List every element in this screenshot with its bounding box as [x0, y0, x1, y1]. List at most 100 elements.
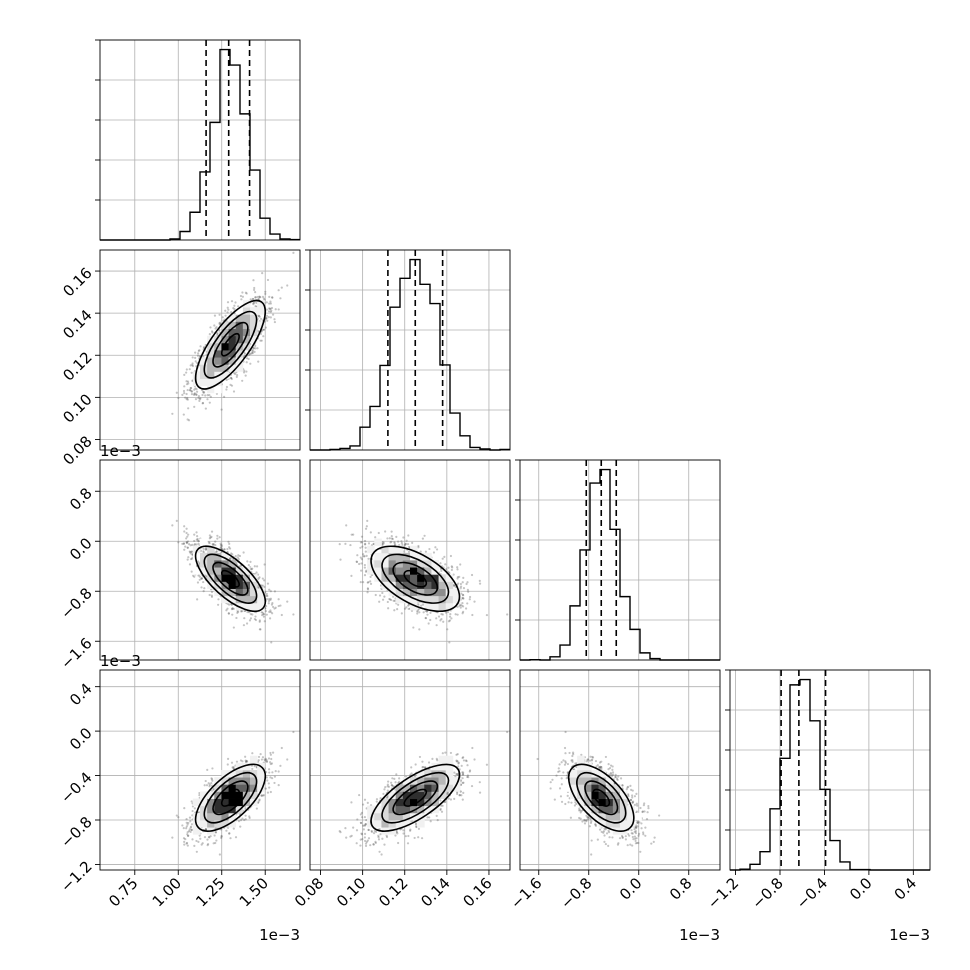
sample-point — [249, 560, 252, 564]
sample-point — [390, 598, 393, 602]
sample-point — [441, 557, 444, 560]
sample-point — [239, 818, 243, 822]
sample-point — [227, 612, 231, 615]
sample-point — [619, 777, 623, 780]
sample-point — [261, 271, 264, 275]
x-tick-label-3-2: −0.4 — [793, 874, 831, 912]
density-cell — [417, 595, 425, 604]
sample-point — [264, 590, 267, 593]
density-cell — [424, 595, 432, 604]
sample-point — [241, 295, 244, 298]
sample-point — [364, 822, 367, 826]
sample-point — [186, 831, 189, 834]
density-cell — [395, 595, 404, 604]
sample-point — [407, 534, 410, 537]
sample-point — [196, 537, 199, 541]
histogram-2 — [520, 468, 720, 661]
histogram-frame-3 — [729, 669, 931, 871]
density-cell — [221, 574, 229, 582]
sample-point — [372, 542, 375, 545]
sample-point — [456, 613, 459, 616]
density-cell — [598, 812, 607, 821]
sample-point — [232, 626, 235, 629]
density-cell — [612, 791, 621, 799]
sample-point — [198, 349, 201, 352]
sample-point — [604, 828, 607, 831]
sample-point — [398, 777, 401, 780]
sample-point — [246, 560, 249, 563]
sample-point — [466, 588, 469, 591]
sample-point — [286, 758, 289, 761]
sample-point — [359, 838, 362, 841]
sample-point — [583, 822, 587, 825]
sample-point — [190, 823, 194, 826]
density-cell — [242, 791, 251, 799]
sample-point — [640, 827, 643, 830]
sample-point — [202, 580, 205, 584]
sample-point — [186, 844, 189, 847]
sample-point — [263, 563, 266, 566]
density-cell — [214, 378, 222, 387]
density-cell — [620, 791, 628, 799]
density-cell — [388, 820, 397, 828]
sample-point — [232, 765, 235, 769]
sample-point — [264, 326, 267, 329]
density-cell — [445, 755, 454, 764]
density-cell — [395, 581, 404, 589]
sample-point — [574, 762, 577, 765]
sample-point — [191, 364, 195, 368]
sample-point — [452, 583, 455, 587]
sample-point — [218, 536, 221, 539]
sample-point — [367, 580, 370, 584]
density-cell — [584, 798, 592, 807]
sample-point — [224, 314, 227, 317]
sample-point — [264, 318, 267, 321]
sample-point — [440, 617, 443, 621]
sample-point — [566, 762, 570, 766]
sample-point — [171, 524, 174, 527]
x-tick-label-2-0: −1.6 — [507, 874, 545, 912]
density-cell — [192, 827, 201, 835]
density-cell — [207, 357, 215, 365]
sample-point — [434, 546, 437, 549]
sample-point — [363, 539, 367, 543]
sample-point — [360, 558, 363, 561]
sample-point — [383, 595, 386, 598]
sample-point — [355, 829, 359, 832]
sample-point — [594, 823, 597, 826]
sample-point — [390, 535, 393, 538]
contour-2-0-1 — [212, 561, 249, 596]
sample-point — [570, 801, 573, 804]
sample-point — [444, 563, 447, 566]
sample-point — [427, 622, 430, 625]
sample-point — [417, 546, 420, 549]
sample-point — [255, 565, 259, 568]
sample-point — [266, 791, 270, 794]
sample-point — [208, 333, 211, 336]
sample-point — [600, 760, 603, 763]
sample-point — [243, 352, 247, 355]
sample-point — [363, 555, 366, 558]
sample-point — [578, 807, 581, 810]
density-cell — [250, 784, 258, 792]
sample-point — [449, 798, 453, 801]
sample-point — [195, 388, 198, 391]
sample-point — [210, 778, 214, 781]
sample-point — [248, 611, 251, 614]
sample-point — [190, 393, 194, 396]
sample-point — [235, 760, 239, 763]
sample-point — [383, 843, 386, 846]
density-cell — [584, 762, 592, 771]
density-cell — [424, 798, 432, 807]
sample-point — [190, 390, 193, 393]
sample-point — [365, 840, 368, 843]
sample-point — [447, 620, 451, 623]
sample-point — [254, 305, 257, 308]
sample-point — [196, 354, 200, 357]
density-cell — [402, 820, 411, 828]
sample-point — [233, 304, 236, 307]
density-cell — [374, 552, 382, 561]
sample-point — [262, 328, 265, 331]
sample-point — [620, 834, 624, 838]
sample-point — [189, 364, 192, 367]
